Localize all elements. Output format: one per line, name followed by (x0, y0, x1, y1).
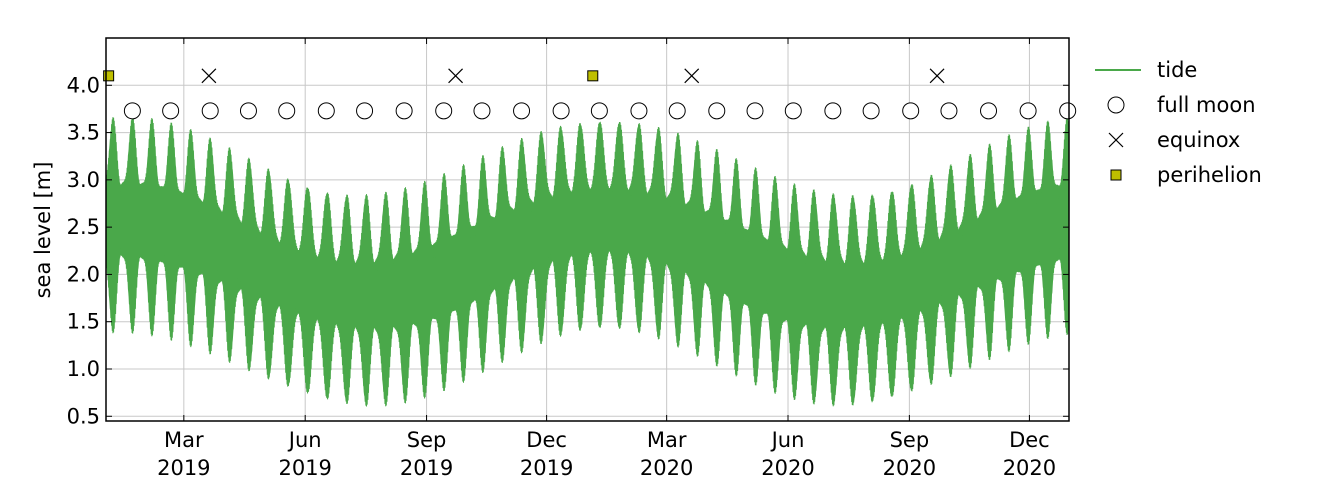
y-tick-label: 2.5 (67, 215, 100, 239)
equinox-marker (448, 68, 464, 84)
x-tick-label: Sep 2019 (400, 428, 453, 480)
x-tick-label: Jun 2020 (761, 428, 814, 480)
full-moon-marker (980, 102, 998, 120)
axis-ticks: 0.5 1.0 1.5 2.0 2.5 3.0 3.5 4.0 Mar 2019 Jun 2019 Se… (67, 38, 1069, 480)
legend-equinox-swatch (1108, 132, 1124, 148)
equinox-marker (684, 68, 700, 84)
y-tick-label: 4.0 (67, 73, 100, 97)
full-moon-marker (630, 102, 648, 120)
x-tick-label: Dec 2020 (1003, 428, 1056, 480)
legend-label: full moon (1157, 93, 1256, 117)
y-tick-label: 1.0 (67, 357, 100, 381)
perihelion-marker (103, 70, 115, 82)
tide-line (106, 116, 1069, 407)
legend-full-moon-swatch (1107, 96, 1125, 114)
plot-frame (105, 37, 1070, 422)
full-moon-marker (824, 102, 842, 120)
y-tick-label: 1.5 (67, 310, 100, 334)
full-moon-marker (162, 102, 180, 120)
event-markers (103, 68, 1077, 120)
full-moon-marker (862, 102, 880, 120)
perihelion-marker (587, 70, 599, 82)
full-moon-marker (590, 102, 608, 120)
legend-label: perihelion (1157, 163, 1262, 187)
y-tick-label: 3.0 (67, 168, 100, 192)
full-moon-marker (278, 102, 296, 120)
legend-label: tide (1157, 58, 1197, 82)
full-moon-marker (435, 102, 453, 120)
full-moon-marker (239, 102, 257, 120)
x-tick-label: Mar 2019 (157, 428, 210, 480)
full-moon-marker (317, 102, 335, 120)
tide-series (106, 116, 1069, 407)
full-moon-marker (746, 102, 764, 120)
full-moon-marker (708, 102, 726, 120)
full-moon-marker (395, 102, 413, 120)
y-tick-label: 2.0 (67, 262, 100, 286)
full-moon-marker (123, 102, 141, 120)
x-tick-label: Jun 2019 (278, 428, 331, 480)
full-moon-marker (473, 102, 491, 120)
equinox-marker (201, 68, 217, 84)
legend-label: equinox (1157, 128, 1240, 152)
full-moon-marker (1059, 102, 1077, 120)
legend: tide full moon equinox perihelion (1095, 58, 1262, 187)
full-moon-marker (552, 102, 570, 120)
x-tick-label: Mar 2020 (640, 428, 693, 480)
x-tick-label: Dec 2019 (520, 428, 573, 480)
full-moon-marker (784, 102, 802, 120)
y-tick-label: 3.5 (67, 121, 100, 145)
full-moon-marker (902, 102, 920, 120)
full-moon-marker (356, 102, 374, 120)
legend-perihelion-swatch (1110, 169, 1122, 181)
x-tick-label: Sep 2020 (883, 428, 936, 480)
full-moon-marker (201, 102, 219, 120)
full-moon-marker (668, 102, 686, 120)
full-moon-marker (513, 102, 531, 120)
y-axis-title: sea level [m] (31, 162, 55, 299)
full-moon-marker (940, 102, 958, 120)
y-tick-label: 0.5 (67, 404, 100, 428)
equinox-marker (929, 68, 945, 84)
full-moon-marker (1019, 102, 1037, 120)
